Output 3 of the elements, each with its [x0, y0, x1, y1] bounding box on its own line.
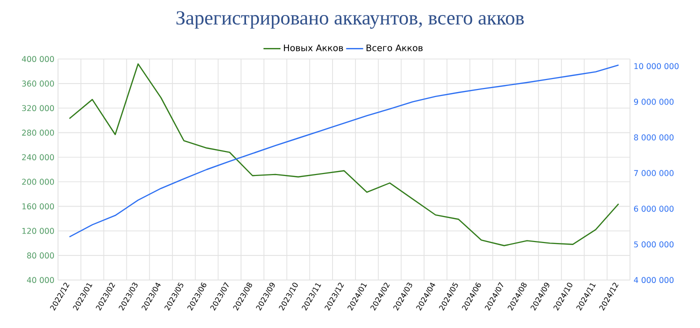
legend-label: Всего Акков [366, 44, 423, 52]
legend-label: Новых Акков [284, 44, 344, 52]
chart-title: Зарегистрировано аккаунтов, всего акков [176, 11, 524, 29]
